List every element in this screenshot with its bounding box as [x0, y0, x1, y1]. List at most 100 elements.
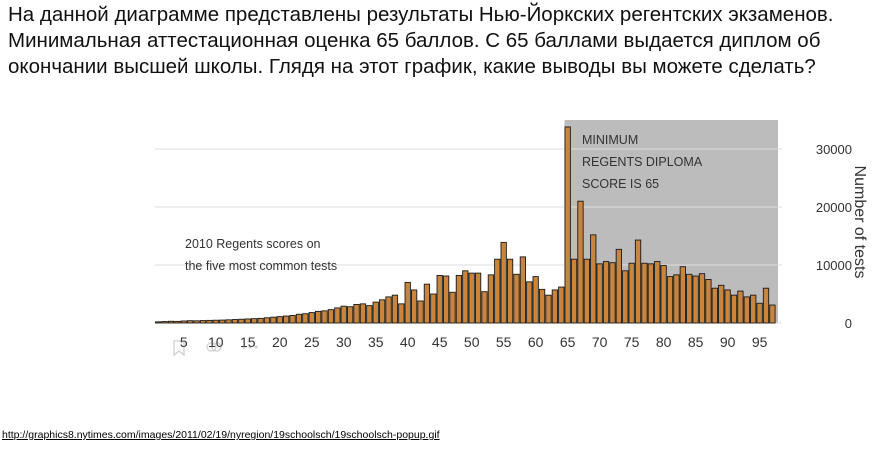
bar	[538, 288, 546, 324]
bar	[302, 313, 309, 324]
bar	[398, 303, 405, 324]
bar	[705, 279, 712, 324]
x-tick-label: 85	[688, 334, 704, 350]
bar	[654, 261, 661, 324]
bar	[666, 276, 674, 324]
x-tick-label: 10	[208, 334, 224, 350]
annotation-line: MINIMUM	[582, 133, 638, 147]
x-tick-label: 20	[272, 334, 288, 350]
x-tick-label: 75	[624, 334, 640, 350]
chart-title-line: the five most common tests	[185, 259, 337, 273]
y-tick-label: 10000	[816, 258, 852, 273]
x-tick-label: 45	[432, 334, 448, 350]
bar	[519, 256, 527, 324]
bar	[257, 317, 264, 324]
bar	[199, 320, 207, 324]
bar	[174, 320, 181, 324]
annotation-line: REGENTS DIPLOMA	[582, 155, 703, 169]
bar	[730, 294, 738, 324]
bar	[244, 318, 251, 324]
bar	[404, 281, 411, 324]
x-tick-label: 30	[336, 334, 352, 350]
bar	[231, 319, 239, 324]
bar	[570, 258, 578, 324]
bar	[270, 316, 277, 324]
bar	[206, 319, 213, 324]
bar	[366, 305, 373, 324]
bar	[219, 319, 226, 324]
bar	[660, 265, 667, 324]
chart-title: 2010 Regents scores on the five most com…	[185, 237, 337, 273]
bar	[334, 307, 341, 324]
source-link[interactable]: http://graphics8.nytimes.com/images/2011…	[2, 429, 440, 441]
bar	[155, 321, 162, 324]
bar	[583, 258, 590, 324]
bar	[750, 294, 757, 324]
bookmark-icon	[173, 340, 185, 357]
bar	[417, 300, 424, 324]
bar	[609, 262, 616, 324]
bar	[737, 290, 744, 324]
bar	[295, 313, 303, 324]
bar	[449, 291, 456, 324]
bar	[692, 275, 699, 324]
bar	[724, 289, 731, 324]
bar	[487, 274, 495, 324]
bar	[769, 304, 776, 324]
bar	[430, 293, 437, 324]
y-axis-ticks: 0 10000 20000 30000	[816, 142, 852, 331]
bar	[276, 316, 283, 324]
bar	[558, 286, 565, 324]
x-tick-label: 15	[240, 334, 256, 350]
bar	[551, 289, 559, 324]
x-axis-ticks: 5 10 15 20 25 30 35 40 45 50 55 60 65 70 75 80 85 90 95	[180, 334, 768, 350]
x-tick-label: 25	[304, 334, 320, 350]
bar	[500, 241, 507, 324]
bar	[698, 273, 706, 324]
bar	[474, 272, 482, 324]
bar	[187, 320, 194, 324]
bar	[762, 287, 770, 324]
bar	[391, 294, 399, 324]
bar	[340, 305, 347, 324]
bar	[321, 310, 328, 324]
bar	[442, 275, 450, 324]
bar	[289, 315, 296, 324]
bar	[622, 270, 629, 324]
bar	[718, 284, 725, 324]
bar	[167, 320, 175, 324]
x-tick-label: 40	[400, 334, 416, 350]
bar	[615, 248, 622, 324]
bar	[634, 239, 642, 324]
bar	[545, 294, 552, 324]
bar	[679, 266, 686, 324]
bar	[347, 306, 354, 324]
bar	[743, 296, 750, 324]
bar	[378, 299, 386, 324]
bar	[212, 319, 219, 324]
bar	[462, 270, 469, 324]
more-icon	[242, 345, 258, 349]
bar	[526, 281, 533, 324]
bar	[481, 291, 488, 324]
bar	[385, 296, 392, 324]
bar	[711, 287, 718, 324]
y-tick-label: 20000	[816, 200, 852, 215]
bar	[225, 319, 232, 324]
bar	[327, 309, 335, 324]
bar	[359, 303, 367, 324]
diploma-annotation: MINIMUM REGENTS DIPLOMA SCORE IS 65	[582, 133, 703, 191]
bar	[686, 273, 693, 324]
toolbar-overlay	[173, 340, 258, 357]
bar	[353, 303, 360, 324]
bar	[756, 302, 763, 324]
x-tick-label: 5	[180, 334, 188, 350]
chart-title-line: 2010 Regents scores on	[185, 237, 321, 251]
bar	[506, 258, 514, 324]
bar	[468, 272, 475, 324]
bar	[596, 263, 603, 324]
bar	[315, 310, 322, 324]
x-tick-label: 95	[752, 334, 768, 350]
